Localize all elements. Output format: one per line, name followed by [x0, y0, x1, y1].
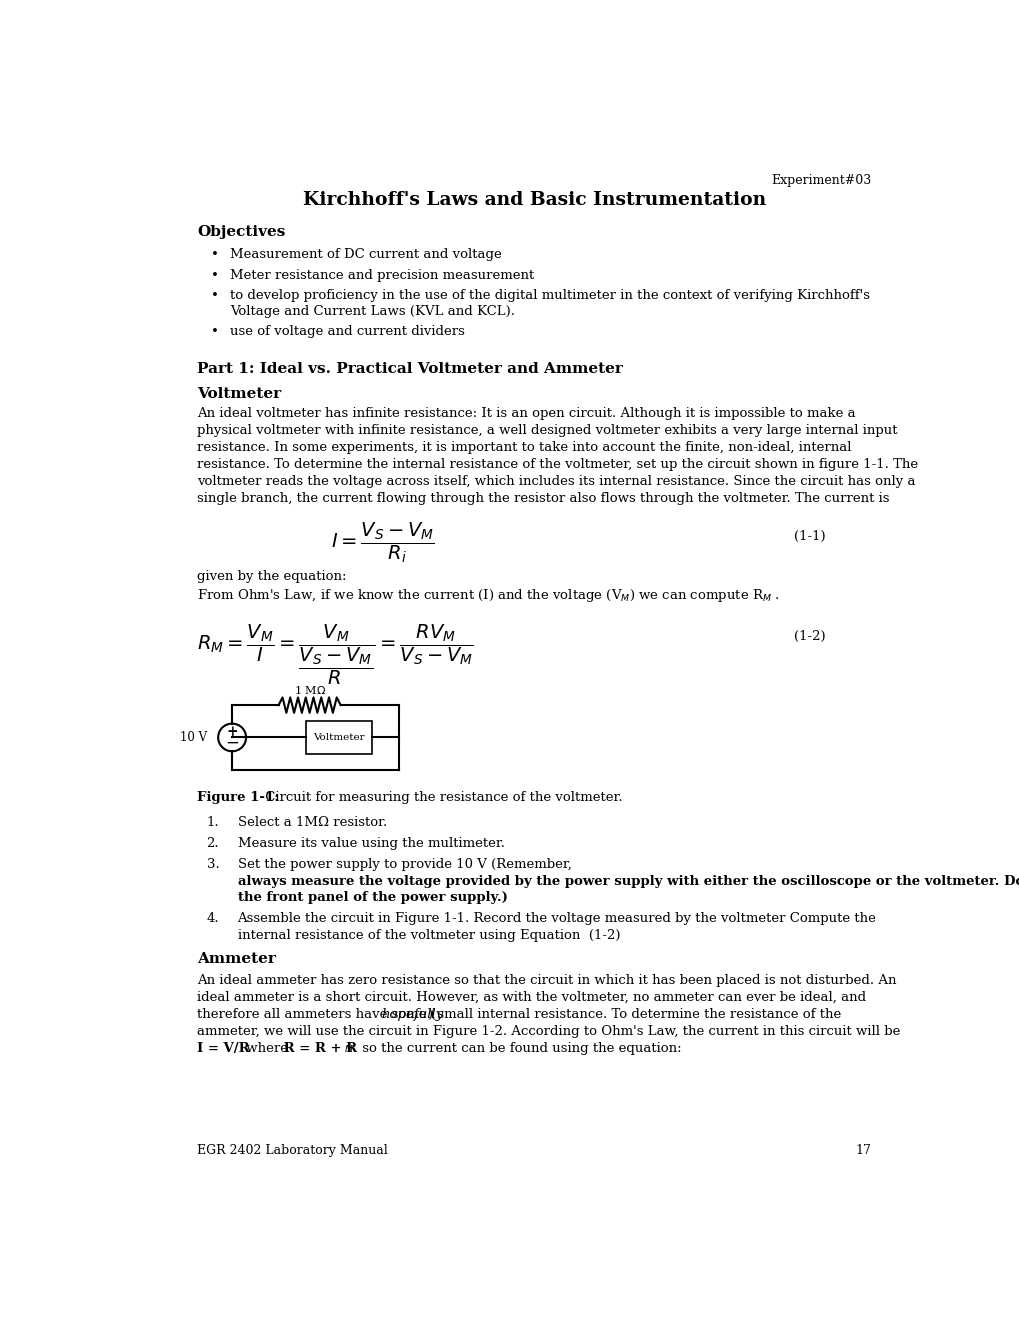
- Text: 17: 17: [855, 1144, 870, 1158]
- Text: •: •: [211, 326, 219, 338]
- Text: resistance. To determine the internal resistance of the voltmeter, set up the ci: resistance. To determine the internal re…: [197, 458, 917, 471]
- Text: An ideal ammeter has zero resistance so that the circuit in which it has been pl: An ideal ammeter has zero resistance so …: [197, 974, 896, 987]
- Text: +: +: [226, 726, 237, 739]
- Text: Part 1: Ideal vs. Practical Voltmeter and Ammeter: Part 1: Ideal vs. Practical Voltmeter an…: [197, 363, 623, 376]
- Text: $_M$: $_M$: [343, 1041, 354, 1055]
- Text: −: −: [225, 734, 238, 751]
- Text: •: •: [211, 248, 219, 261]
- Text: Kirchhoff's Laws and Basic Instrumentation: Kirchhoff's Laws and Basic Instrumentati…: [303, 191, 765, 209]
- Text: Ammeter: Ammeter: [197, 952, 276, 966]
- Text: use of voltage and current dividers: use of voltage and current dividers: [229, 326, 465, 338]
- Text: the front panel of the power supply.): the front panel of the power supply.): [237, 891, 506, 904]
- Text: 1 M$\Omega$: 1 M$\Omega$: [293, 684, 325, 696]
- Text: Assemble the circuit in Figure 1-1. Record the voltage measured by the voltmeter: Assemble the circuit in Figure 1-1. Reco…: [237, 912, 875, 925]
- Text: Figure 1-1:: Figure 1-1:: [197, 792, 279, 804]
- Text: I = V/R: I = V/R: [197, 1041, 250, 1055]
- Text: 4.: 4.: [206, 912, 219, 925]
- Text: Measurement of DC current and voltage: Measurement of DC current and voltage: [229, 248, 501, 261]
- Text: EGR 2402 Laboratory Manual: EGR 2402 Laboratory Manual: [197, 1144, 387, 1158]
- Text: ) small internal resistance. To determine the resistance of the: ) small internal resistance. To determin…: [428, 1007, 841, 1020]
- Text: From Ohm's Law, if we know the current (I) and the voltage (V$_M$) we can comput: From Ohm's Law, if we know the current (…: [197, 587, 780, 605]
- Text: Experiment#03: Experiment#03: [770, 174, 870, 187]
- Text: 3.: 3.: [206, 858, 219, 871]
- Text: Voltmeter: Voltmeter: [313, 733, 364, 742]
- Text: ammeter, we will use the circuit in Figure 1-2. According to Ohm's Law, the curr: ammeter, we will use the circuit in Figu…: [197, 1024, 900, 1038]
- Text: to develop proficiency in the use of the digital multimeter in the context of ve: to develop proficiency in the use of the…: [229, 289, 869, 301]
- Text: •: •: [211, 268, 219, 281]
- Text: 2.: 2.: [206, 837, 219, 850]
- Text: physical voltmeter with infinite resistance, a well designed voltmeter exhibits : physical voltmeter with infinite resista…: [197, 424, 897, 437]
- Text: single branch, the current flowing through the resistor also flows through the v: single branch, the current flowing throu…: [197, 492, 889, 504]
- Text: resistance. In some experiments, it is important to take into account the finite: resistance. In some experiments, it is i…: [197, 441, 851, 454]
- Text: voltmeter reads the voltage across itself, which includes its internal resistanc: voltmeter reads the voltage across itsel…: [197, 475, 915, 488]
- Text: Objectives: Objectives: [197, 226, 285, 239]
- Text: R = R + R: R = R + R: [279, 1041, 358, 1055]
- Text: always measure the voltage provided by the power supply with either the oscillos: always measure the voltage provided by t…: [237, 875, 1019, 887]
- Text: therefore all ammeters have some (: therefore all ammeters have some (: [197, 1007, 436, 1020]
- Text: 1.: 1.: [206, 816, 219, 829]
- Text: ideal ammeter is a short circuit. However, as with the voltmeter, no ammeter can: ideal ammeter is a short circuit. Howeve…: [197, 991, 865, 1003]
- Text: Meter resistance and precision measurement: Meter resistance and precision measureme…: [229, 268, 534, 281]
- Text: Set the power supply to provide 10 V (Remember,: Set the power supply to provide 10 V (Re…: [237, 858, 575, 871]
- Text: (1-1): (1-1): [793, 531, 824, 544]
- Text: Voltmeter: Voltmeter: [197, 387, 281, 401]
- Bar: [306, 721, 371, 755]
- Text: 10 V: 10 V: [180, 731, 207, 744]
- Text: •: •: [211, 289, 219, 301]
- Text: $I = \dfrac{V_S - V_M}{R_i}$: $I = \dfrac{V_S - V_M}{R_i}$: [331, 520, 435, 565]
- Text: An ideal voltmeter has infinite resistance: It is an open circuit. Although it i: An ideal voltmeter has infinite resistan…: [197, 407, 855, 420]
- Text: where: where: [242, 1041, 292, 1055]
- Text: Circuit for measuring the resistance of the voltmeter.: Circuit for measuring the resistance of …: [261, 792, 622, 804]
- Text: $R_M = \dfrac{V_M}{I} = \dfrac{V_M}{\dfrac{V_S-V_M}{R}} = \dfrac{RV_M}{V_S - V_M: $R_M = \dfrac{V_M}{I} = \dfrac{V_M}{\dfr…: [197, 622, 474, 686]
- Text: Voltage and Current Laws (KVL and KCL).: Voltage and Current Laws (KVL and KCL).: [229, 305, 515, 318]
- Text: so the current can be found using the equation:: so the current can be found using the eq…: [358, 1041, 681, 1055]
- Text: hopefully: hopefully: [381, 1007, 443, 1020]
- Text: Measure its value using the multimeter.: Measure its value using the multimeter.: [237, 837, 504, 850]
- Text: internal resistance of the voltmeter using Equation  (1-2): internal resistance of the voltmeter usi…: [237, 929, 620, 942]
- Text: given by the equation:: given by the equation:: [197, 570, 346, 583]
- Text: (1-2): (1-2): [793, 630, 824, 643]
- Text: Select a 1MΩ resistor.: Select a 1MΩ resistor.: [237, 816, 386, 829]
